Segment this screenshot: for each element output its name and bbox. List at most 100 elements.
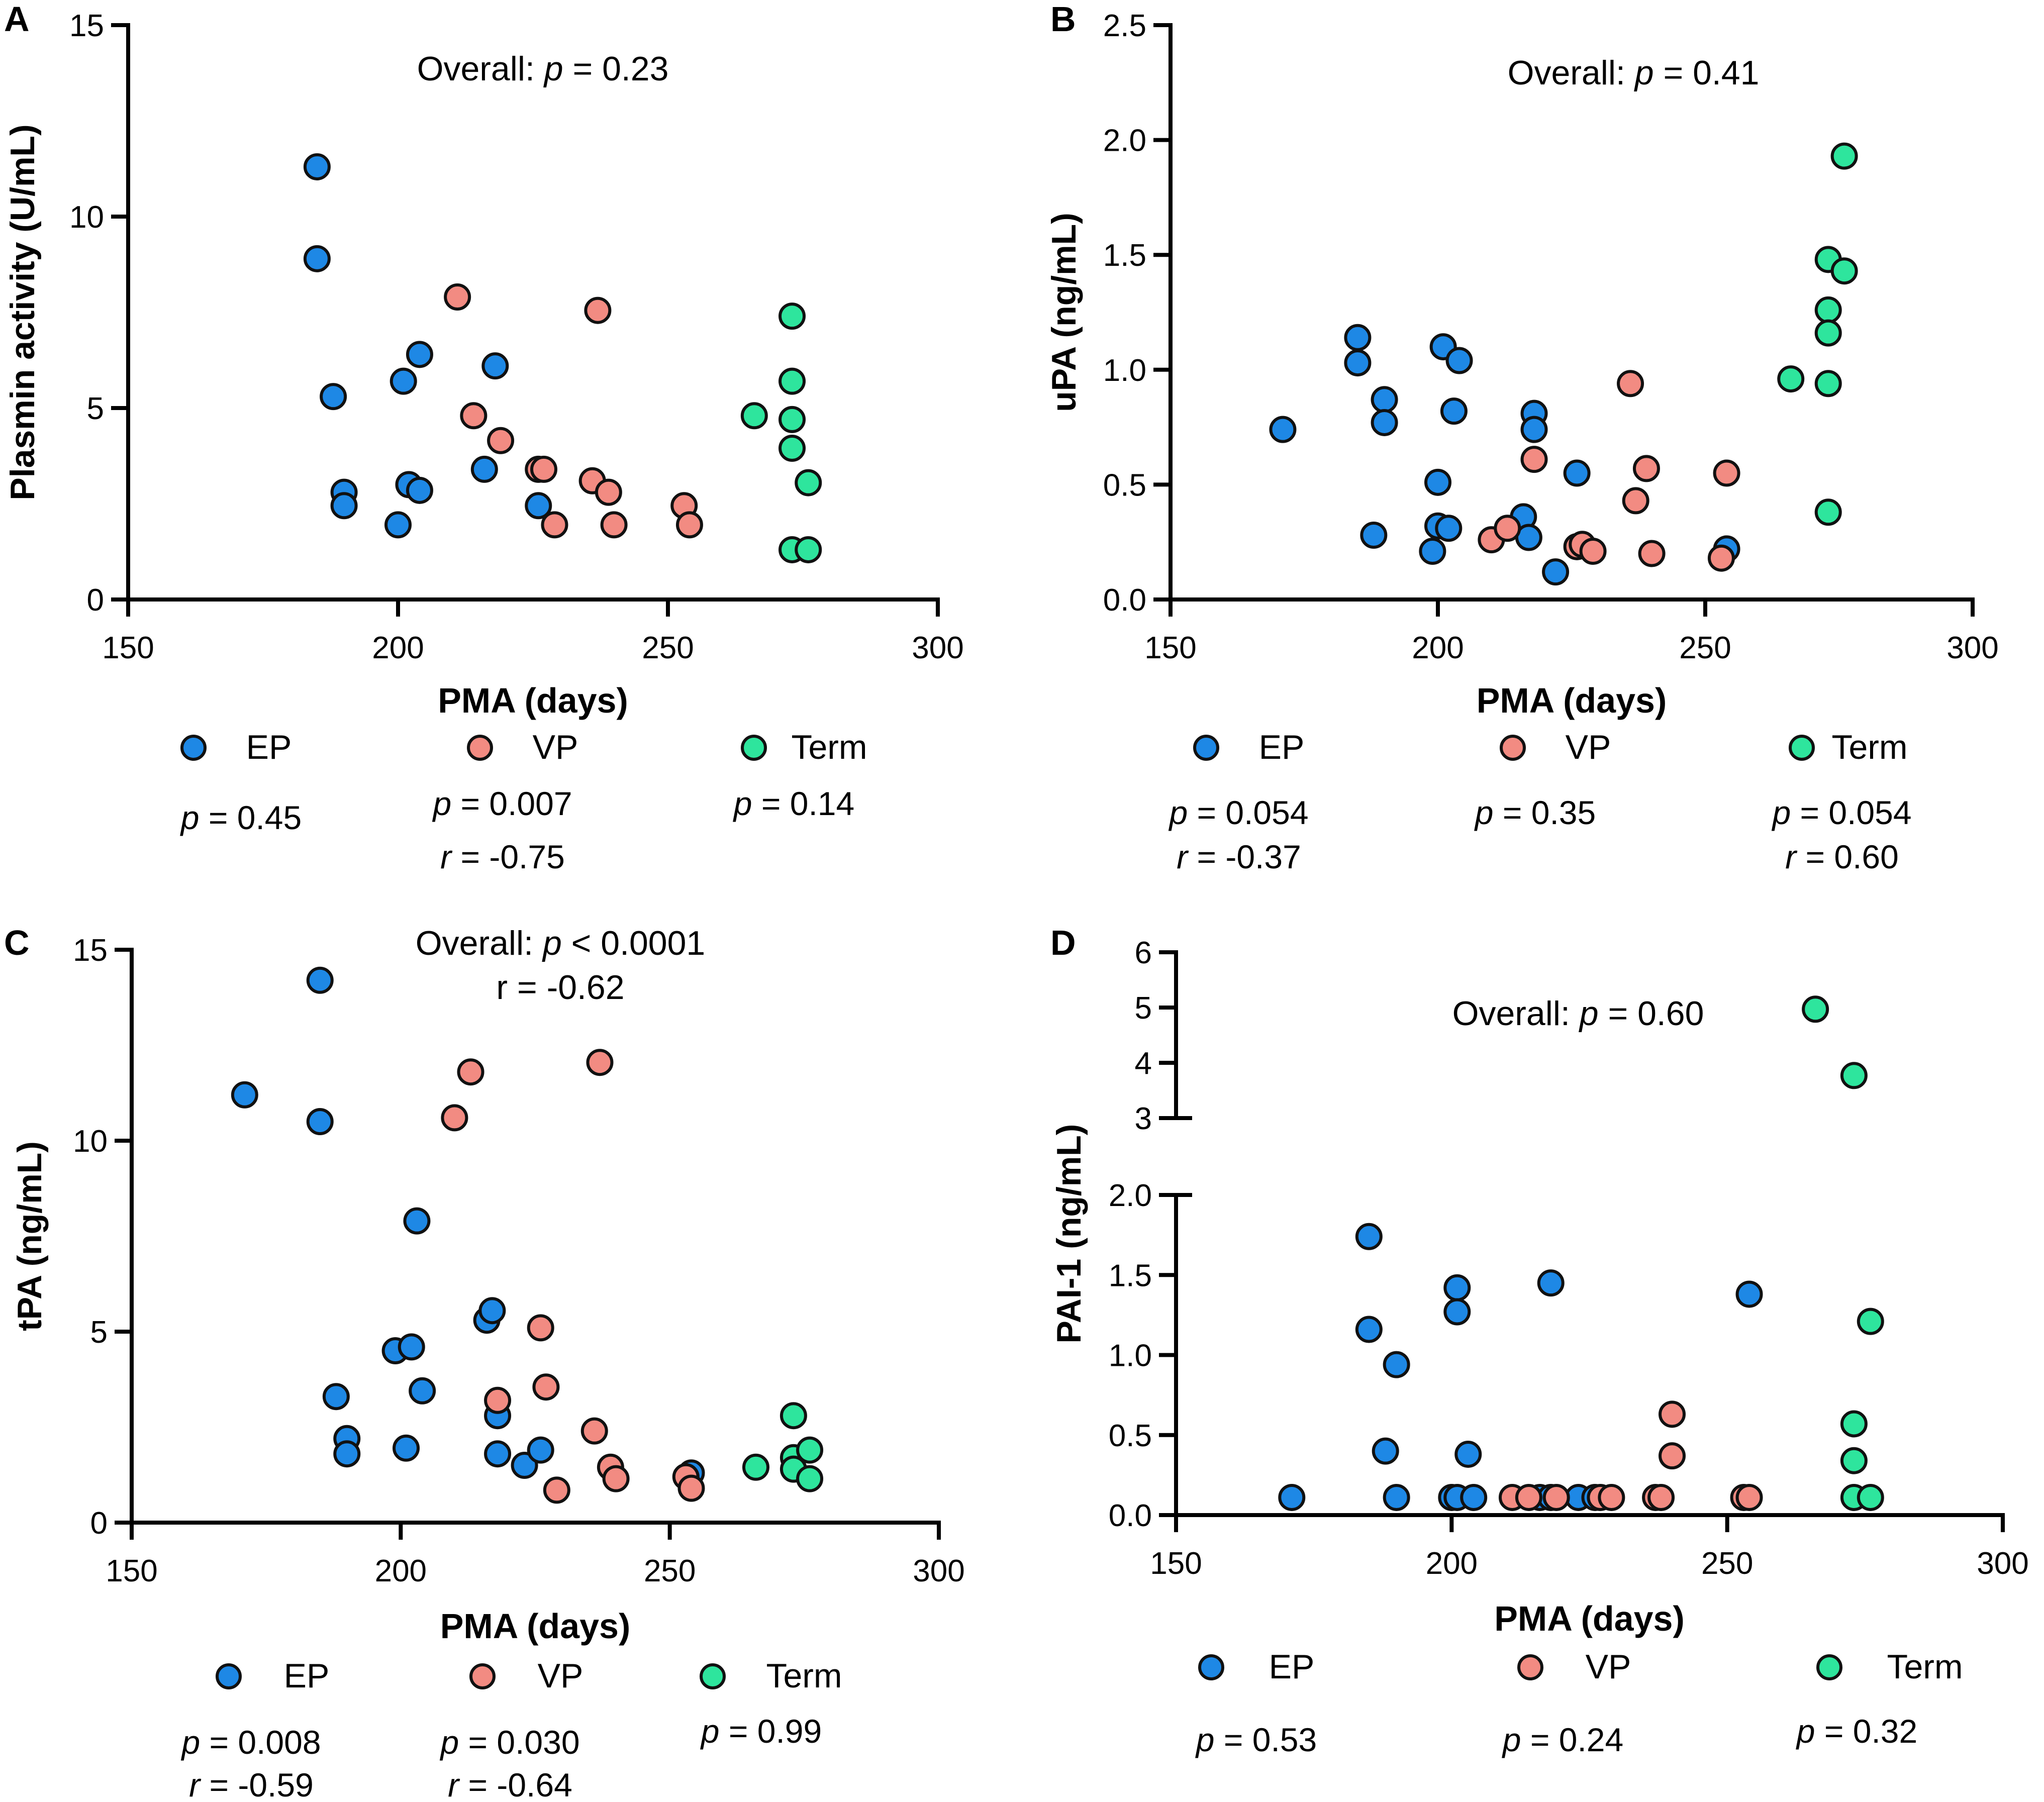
data-point-vp bbox=[1632, 455, 1660, 482]
data-point-vp bbox=[1494, 515, 1521, 542]
data-point-term bbox=[1830, 257, 1858, 285]
data-point-term bbox=[1840, 1062, 1868, 1089]
panel-letter: B bbox=[1050, 0, 1076, 39]
data-point-ep bbox=[1443, 1274, 1471, 1302]
data-point-term bbox=[1814, 296, 1842, 324]
data-point-ep bbox=[322, 1383, 350, 1411]
y-tick-label: 0.0 bbox=[1103, 583, 1146, 618]
legend-label: EP bbox=[1269, 1648, 1315, 1686]
y-tick-label: 4 bbox=[1135, 1046, 1152, 1081]
data-point-ep bbox=[1383, 1483, 1410, 1511]
data-point-ep bbox=[481, 352, 509, 380]
group-r-value: r = -0.59 bbox=[189, 1766, 314, 1802]
data-point-vp bbox=[1617, 370, 1644, 397]
group-r-value: r = 0.60 bbox=[1785, 838, 1899, 875]
data-point-vp bbox=[1713, 459, 1740, 487]
group-p-value: p = 0.24 bbox=[1502, 1721, 1623, 1758]
data-point-vp bbox=[1659, 1442, 1686, 1470]
panel-B: B 150 200 250 300 0.0 0.5 1.0 1.5 2.0 2.5 PMA (days… bbox=[1045, 0, 1999, 875]
data-point-vp bbox=[457, 1058, 484, 1086]
data-point-term bbox=[1840, 1410, 1868, 1438]
x-tick-label: 250 bbox=[644, 1554, 696, 1588]
data-point-ep bbox=[406, 341, 433, 368]
legend-label: VP bbox=[1586, 1648, 1631, 1686]
group-r-value: r = -0.37 bbox=[1177, 838, 1301, 875]
data-point-term bbox=[778, 406, 806, 433]
x-tick-label: 150 bbox=[102, 631, 154, 665]
y-tick-label: 1.0 bbox=[1109, 1339, 1152, 1373]
data-point-ep bbox=[320, 383, 347, 411]
y-tick-label: 2.0 bbox=[1109, 1178, 1152, 1213]
series-VP bbox=[1498, 1400, 1763, 1511]
data-point-term bbox=[1857, 1483, 1884, 1511]
data-point-term bbox=[796, 1436, 824, 1464]
data-point-term bbox=[740, 402, 768, 430]
y-tick-label: 0.5 bbox=[1103, 468, 1146, 503]
data-point-ep bbox=[1563, 459, 1591, 487]
data-point-ep bbox=[390, 367, 417, 395]
data-point-ep bbox=[527, 1436, 554, 1464]
group-p-value: p = 0.32 bbox=[1796, 1713, 1917, 1750]
overall-stat: Overall: p < 0.0001 bbox=[416, 924, 706, 962]
series-EP bbox=[1278, 1223, 1763, 1511]
data-point-ep bbox=[303, 245, 331, 272]
legend-marker-term bbox=[741, 735, 767, 761]
y-axis-title: Plasmin activity (U/mL) bbox=[4, 124, 42, 500]
data-point-term bbox=[778, 367, 806, 395]
data-point-vp bbox=[441, 1104, 468, 1132]
group-p-value: p = 0.008 bbox=[180, 1724, 321, 1761]
series-Term bbox=[742, 1402, 824, 1492]
x-tick-label: 150 bbox=[1150, 1546, 1202, 1581]
legend-marker-vp bbox=[1517, 1654, 1543, 1680]
y-tick-label: 6 bbox=[1135, 936, 1152, 970]
legend-label: EP bbox=[246, 728, 292, 766]
data-point-ep bbox=[231, 1081, 258, 1109]
data-point-ep bbox=[1360, 521, 1388, 549]
data-point-vp bbox=[1515, 1483, 1542, 1511]
group-p-value: p = 0.35 bbox=[1474, 794, 1596, 831]
y-tick-label: 1.0 bbox=[1103, 353, 1146, 388]
data-point-ep bbox=[409, 1377, 436, 1405]
y-tick-label: 0 bbox=[87, 583, 104, 618]
data-point-vp bbox=[1520, 446, 1548, 473]
panel-A: A 150 200 250 300 0 5 10 15 PMA (days) Plasmin act… bbox=[4, 0, 964, 875]
series-VP bbox=[1478, 370, 1740, 572]
legend-marker-vp bbox=[467, 735, 493, 761]
data-point-vp bbox=[484, 1386, 512, 1414]
x-tick-label: 150 bbox=[1144, 631, 1196, 665]
y-tick-label: 0 bbox=[90, 1506, 108, 1541]
data-point-ep bbox=[1419, 537, 1446, 565]
data-point-vp bbox=[586, 1049, 614, 1076]
data-point-term bbox=[796, 1465, 824, 1492]
overall-stat: Overall: p = 0.41 bbox=[1508, 54, 1760, 92]
data-point-vp bbox=[1659, 1400, 1686, 1428]
series-EP bbox=[303, 153, 552, 539]
data-point-vp bbox=[1622, 487, 1649, 515]
overall-stat: Overall: p = 0.60 bbox=[1452, 994, 1704, 1033]
data-point-vp bbox=[1707, 544, 1735, 572]
data-point-vp bbox=[532, 1373, 560, 1401]
data-point-term bbox=[778, 303, 806, 330]
y-tick-label: 15 bbox=[73, 933, 108, 968]
y-axis-title: uPA (ng/mL) bbox=[1045, 213, 1083, 412]
legend-marker-ep bbox=[216, 1663, 242, 1689]
data-point-vp bbox=[460, 402, 488, 430]
data-point-vp bbox=[580, 1417, 608, 1445]
x-tick-label: 200 bbox=[1412, 631, 1464, 665]
data-point-ep bbox=[1371, 409, 1398, 436]
data-point-term bbox=[1802, 995, 1829, 1023]
data-point-vp bbox=[1579, 537, 1607, 565]
data-point-term bbox=[1814, 319, 1842, 347]
legend-label: VP bbox=[1566, 728, 1611, 766]
data-point-ep bbox=[403, 1207, 431, 1235]
legend-label: EP bbox=[284, 1657, 330, 1695]
legend-label: Term bbox=[766, 1657, 842, 1695]
legend-label: VP bbox=[533, 728, 578, 766]
data-point-vp bbox=[1647, 1483, 1675, 1511]
x-tick-label: 200 bbox=[372, 631, 424, 665]
data-point-ep bbox=[1383, 1351, 1410, 1378]
y-axis-title: PAI-1 (ng/mL) bbox=[1050, 1124, 1088, 1344]
x-tick-label: 250 bbox=[642, 631, 694, 665]
y-tick-label: 15 bbox=[69, 9, 104, 43]
data-point-ep bbox=[1443, 1298, 1471, 1326]
